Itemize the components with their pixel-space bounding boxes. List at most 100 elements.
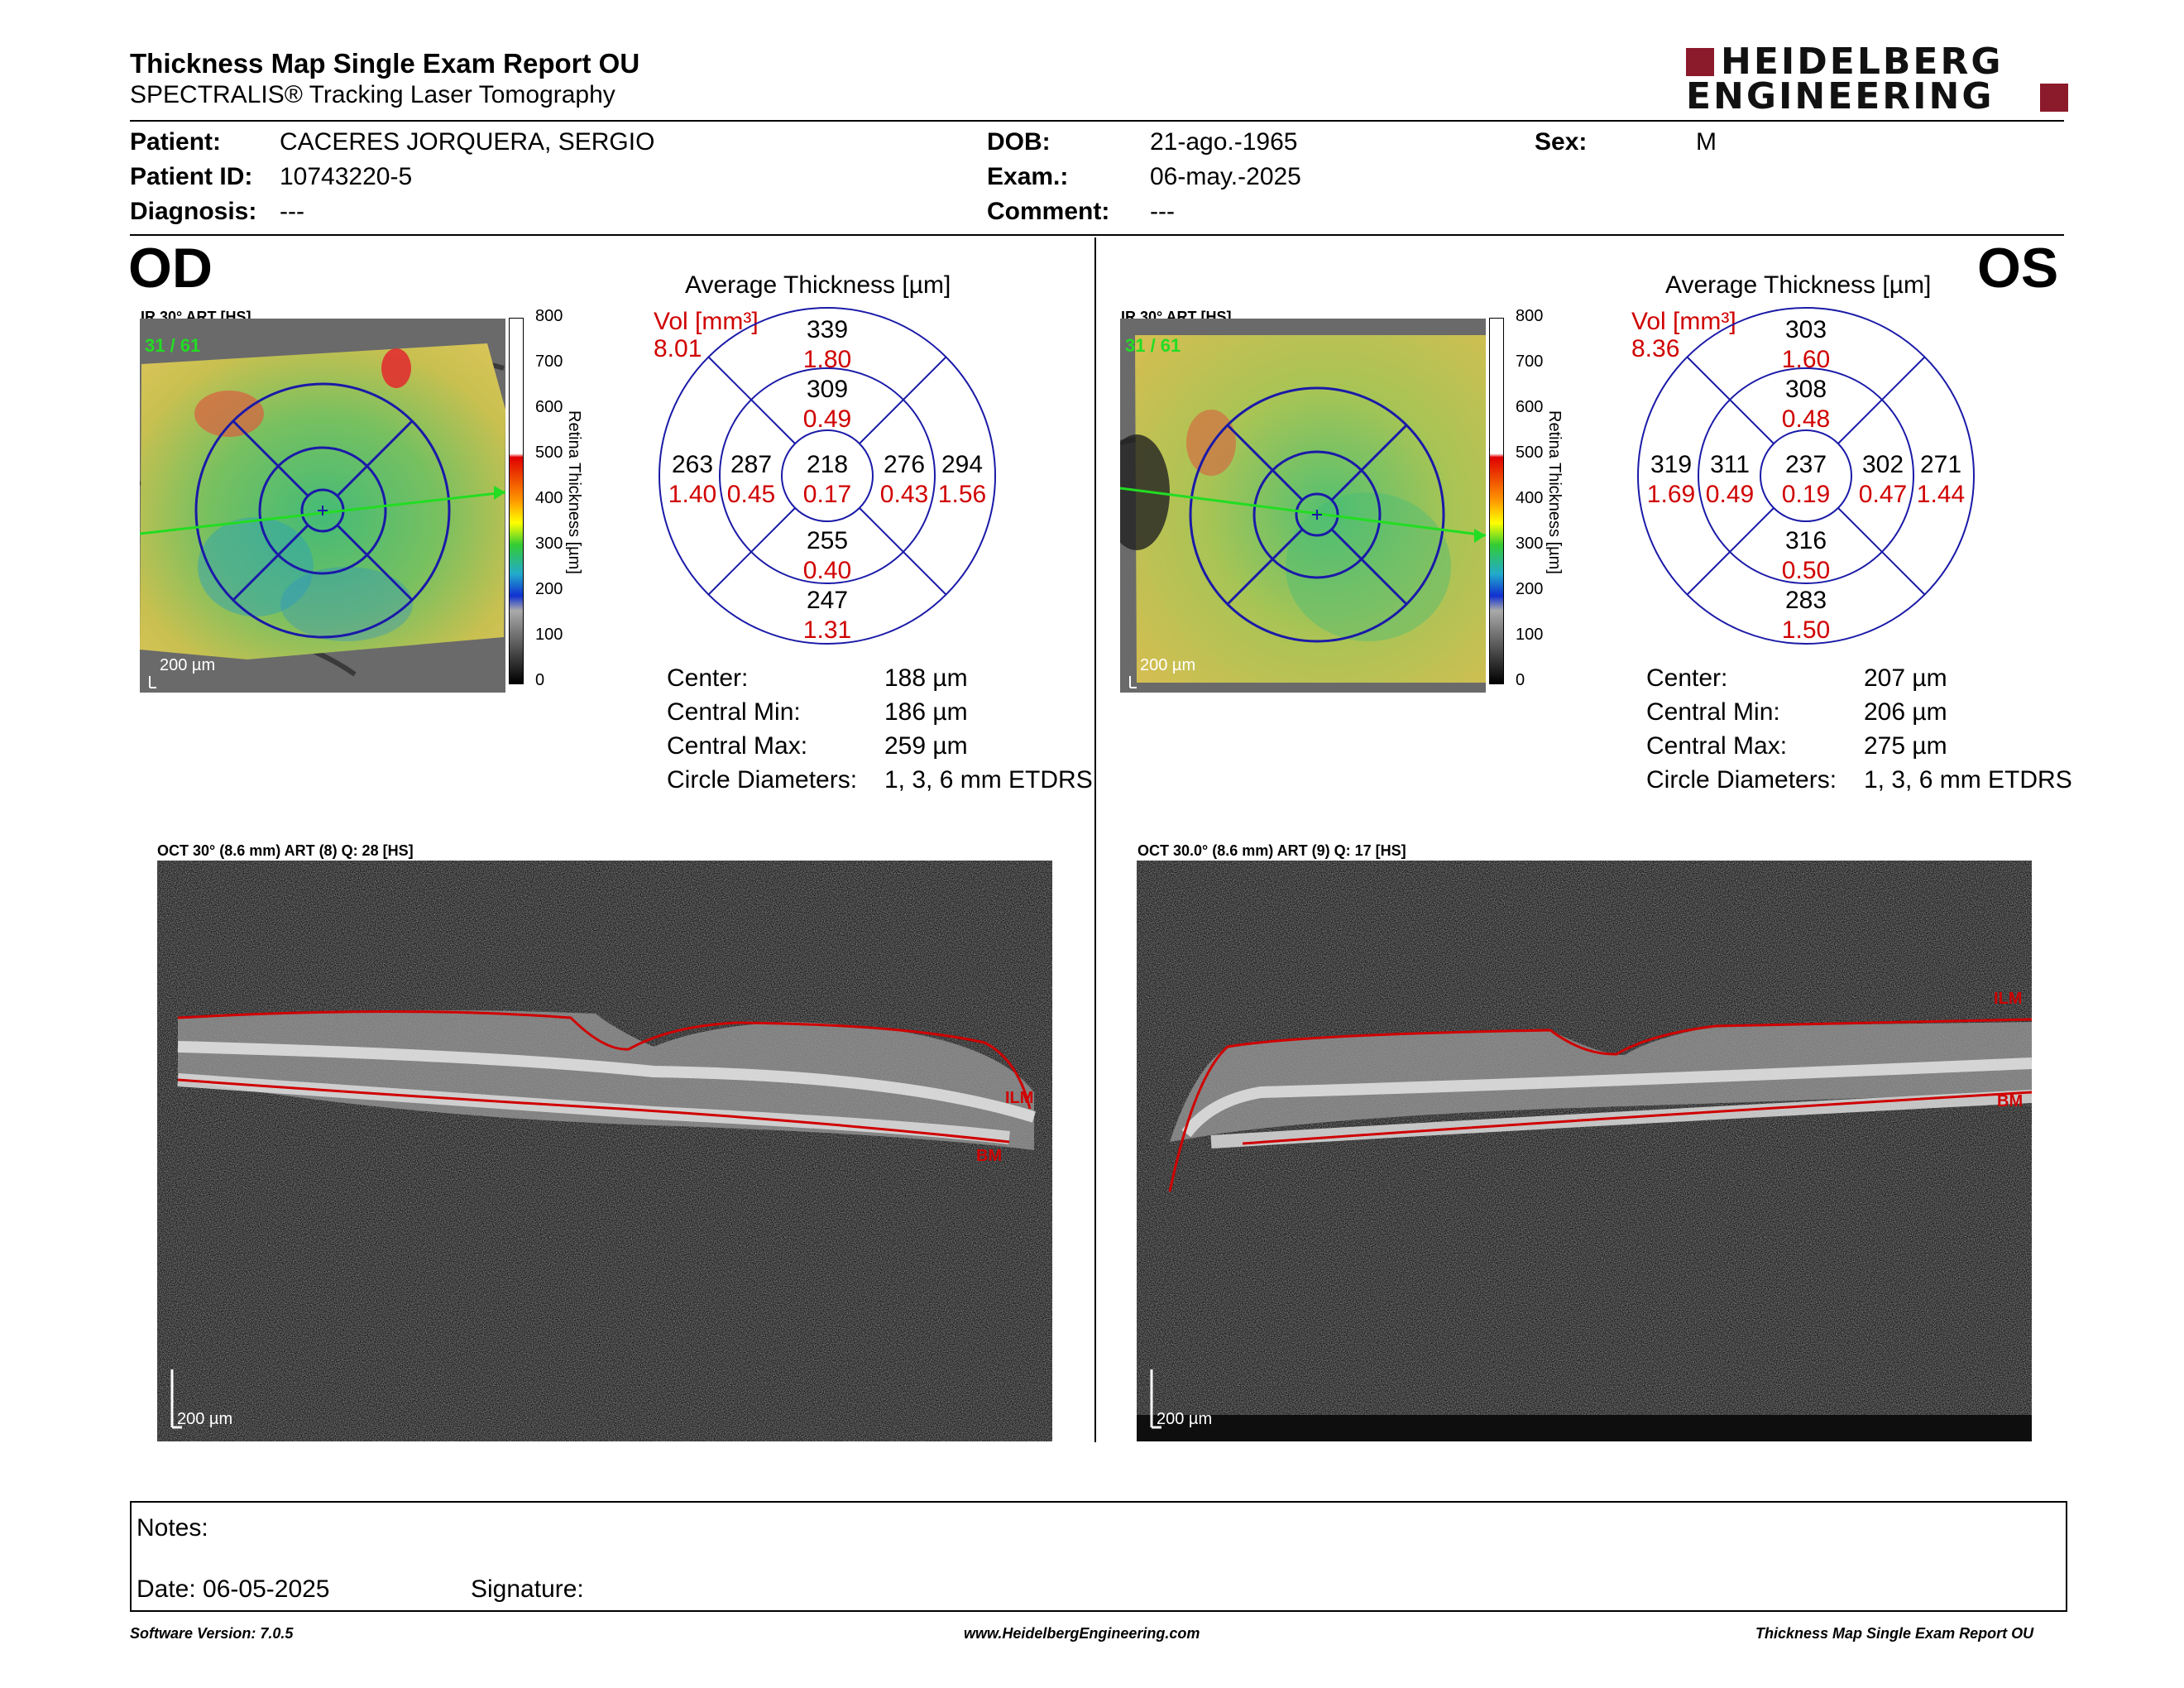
header-rule xyxy=(130,120,2064,122)
od-etdrs-inner-sup-volume: 0.49 xyxy=(802,405,852,433)
od-min-label: Central Min: xyxy=(667,698,801,726)
od-etdrs-inner-inf-thickness: 255 xyxy=(806,527,849,554)
od-tick-100: 100 xyxy=(535,626,563,644)
od-eye-label: OD xyxy=(128,237,213,300)
sex-value: M xyxy=(1696,128,1717,156)
od-tick-600: 600 xyxy=(535,398,563,416)
os-ilm-label: ILM xyxy=(1994,990,2023,1008)
od-etdrs-inner-right-volume: 0.43 xyxy=(879,481,929,508)
os-tick-100: 100 xyxy=(1516,626,1544,644)
os-etdrs-outer-left-volume: 1.69 xyxy=(1646,481,1696,508)
od-etdrs-inner-right-thickness: 276 xyxy=(883,451,926,478)
od-etdrs-outer-sup-volume: 1.80 xyxy=(802,346,852,373)
os-etdrs-outer-right-volume: 1.44 xyxy=(1916,481,1966,508)
od-center-value: 188 µm xyxy=(884,664,968,692)
od-max-label: Central Max: xyxy=(667,732,808,760)
od-diam-value: 1, 3, 6 mm ETDRS xyxy=(884,766,1093,794)
od-vol-total: 8.01 xyxy=(654,335,702,362)
od-oct-caption: OCT 30° (8.6 mm) ART (8) Q: 28 [HS] xyxy=(157,842,414,859)
patient-label: Patient: xyxy=(130,128,222,156)
od-tick-400: 400 xyxy=(535,489,563,507)
os-stats-table: Center: 207 µm Central Min: 206 µm Central… xyxy=(1646,664,2072,800)
patient-name: CACERES JORQUERA, SERGIO xyxy=(280,128,655,156)
comment-label: Comment: xyxy=(987,198,1110,225)
od-etdrs-outer-inf-volume: 1.31 xyxy=(802,616,852,644)
os-diam-value: 1, 3, 6 mm ETDRS xyxy=(1864,766,2072,794)
od-etdrs-outer-inf-thickness: 247 xyxy=(806,587,849,614)
od-etdrs-center-volume: 0.17 xyxy=(802,481,852,508)
os-center-value: 207 µm xyxy=(1864,664,1947,692)
od-center-label: Center: xyxy=(667,664,749,692)
dob-value: 21-ago.-1965 xyxy=(1150,128,1298,156)
os-tick-800: 800 xyxy=(1516,307,1544,325)
os-max-label: Central Max: xyxy=(1646,732,1788,760)
od-stats-table: Center: 188 µm Central Min: 186 µm Central… xyxy=(667,664,1093,800)
os-etdrs-grid xyxy=(1637,307,1975,645)
od-etdrs-center-thickness: 218 xyxy=(806,451,849,478)
os-tick-400: 400 xyxy=(1516,489,1544,507)
logo-line1: HEIDELBERG xyxy=(1721,41,2004,83)
os-oct-scan: ILM BM 200 µm xyxy=(1137,861,2032,1441)
os-etdrs-inner-left-thickness: 311 xyxy=(1710,451,1750,478)
dob-label: DOB: xyxy=(987,128,1051,156)
os-colorbar xyxy=(1489,318,1504,684)
notes-label: Notes: xyxy=(136,1514,208,1542)
od-etdrs-inner-left-volume: 0.45 xyxy=(726,481,776,508)
os-avg-title: Average Thickness [µm] xyxy=(1665,271,1932,299)
od-oct-scale: 200 µm xyxy=(177,1410,233,1428)
report-title: Thickness Map Single Exam Report OU xyxy=(130,48,640,79)
os-etdrs-center-volume: 0.19 xyxy=(1781,481,1831,508)
od-tick-500: 500 xyxy=(535,444,563,462)
os-tick-0: 0 xyxy=(1516,671,1525,689)
patient-rule xyxy=(130,234,2064,236)
diagnosis-value: --- xyxy=(280,198,304,225)
os-min-label: Central Min: xyxy=(1646,698,1780,726)
os-tick-300: 300 xyxy=(1516,535,1544,553)
website-link[interactable]: www.HeidelbergEngineering.com xyxy=(964,1625,1200,1642)
od-etdrs-inner-sup-thickness: 309 xyxy=(806,376,849,403)
od-etdrs-outer-right-volume: 1.56 xyxy=(937,481,987,508)
sex-label: Sex: xyxy=(1535,128,1588,156)
os-center-label: Center: xyxy=(1646,664,1728,692)
os-etdrs-inner-sup-volume: 0.48 xyxy=(1781,405,1831,433)
os-tick-600: 600 xyxy=(1516,398,1544,416)
os-tick-200: 200 xyxy=(1516,580,1544,598)
od-oct-scan: ILM BM 200 µm xyxy=(157,861,1052,1441)
od-tick-200: 200 xyxy=(535,580,563,598)
os-etdrs-outer-right-thickness: 271 xyxy=(1919,451,1962,478)
os-max-value: 275 µm xyxy=(1864,732,1947,760)
od-tick-700: 700 xyxy=(535,352,563,371)
os-etdrs-inner-right-volume: 0.47 xyxy=(1858,481,1908,508)
od-avg-title: Average Thickness [µm] xyxy=(685,271,951,299)
od-map-scale: 200 µm xyxy=(160,656,216,674)
od-bm-label: BM xyxy=(976,1147,1003,1165)
exam-value: 06-may.-2025 xyxy=(1150,163,1301,190)
os-etdrs-inner-left-volume: 0.49 xyxy=(1705,481,1755,508)
os-etdrs-outer-inf-volume: 1.50 xyxy=(1781,616,1831,644)
comment-value: --- xyxy=(1150,198,1175,225)
od-ilm-label: ILM xyxy=(1005,1089,1034,1107)
od-tick-0: 0 xyxy=(535,671,545,689)
od-tick-300: 300 xyxy=(535,535,563,553)
od-etdrs-outer-left-thickness: 263 xyxy=(671,451,714,478)
software-version: Software Version: 7.0.5 xyxy=(130,1625,294,1642)
os-eye-label: OS xyxy=(1977,237,2059,300)
os-oct-caption: OCT 30.0° (8.6 mm) ART (9) Q: 17 [HS] xyxy=(1138,842,1406,859)
od-colorbar xyxy=(509,318,524,684)
od-etdrs-inner-left-thickness: 287 xyxy=(730,451,773,478)
os-diam-label: Circle Diameters: xyxy=(1646,766,1837,794)
notes-box: Notes: Date: 06-05-2025 Signature: xyxy=(130,1501,2067,1612)
report-subtitle: SPECTRALIS® Tracking Laser Tomography xyxy=(130,81,615,108)
od-etdrs-outer-left-volume: 1.40 xyxy=(668,481,717,508)
date-label: Date: 06-05-2025 xyxy=(136,1575,330,1603)
exam-label: Exam.: xyxy=(987,163,1069,190)
os-thickness-map: 31 / 61 200 µm xyxy=(1120,319,1486,693)
logo-line2: ENGINEERING xyxy=(1686,75,1995,117)
os-vol-label: Vol [mm³] xyxy=(1631,308,1736,335)
os-tick-700: 700 xyxy=(1516,352,1544,371)
patient-id: 10743220-5 xyxy=(280,163,413,190)
patient-id-label: Patient ID: xyxy=(130,163,253,190)
od-frame-count: 31 / 61 xyxy=(145,335,201,356)
os-etdrs-inner-right-thickness: 302 xyxy=(1861,451,1904,478)
os-frame-count: 31 / 61 xyxy=(1125,335,1181,356)
